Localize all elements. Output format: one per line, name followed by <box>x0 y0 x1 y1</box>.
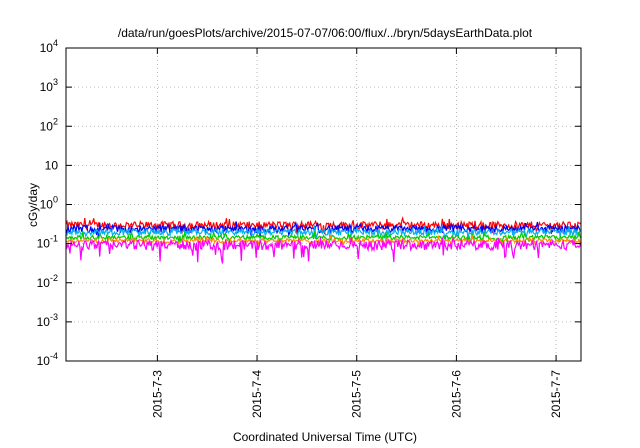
y-axis-label: cGy/day <box>26 183 40 227</box>
y-tick-label: 103 <box>40 77 58 94</box>
y-tick-label: 10-2 <box>37 273 58 290</box>
chart-title: /data/run/goesPlots/archive/2015-07-07/0… <box>118 26 533 40</box>
y-tick-label: 10-3 <box>37 312 58 329</box>
series-group <box>65 216 582 264</box>
x-tick-label: 2015-7-7 <box>549 370 563 418</box>
y-tick-label: 10-1 <box>37 234 58 251</box>
series-line <box>65 236 582 264</box>
x-tick-label: 2015-7-6 <box>449 370 463 418</box>
y-tick-label: 102 <box>40 116 58 133</box>
x-tick-label: 2015-7-5 <box>350 370 364 418</box>
y-tick-label: 10-4 <box>37 351 58 368</box>
y-tick-label: 104 <box>40 38 58 55</box>
x-tick-label: 2015-7-4 <box>250 370 264 418</box>
plot-frame <box>65 47 582 362</box>
x-axis-label: Coordinated Universal Time (UTC) <box>233 430 417 444</box>
grid-lines <box>66 48 581 361</box>
series-line <box>65 225 582 240</box>
x-axis: 2015-7-3 2015-7-4 2015-7-5 2015-7-6 2015-7-7 <box>150 48 563 418</box>
y-tick-label: 10 <box>45 158 59 172</box>
y-tick-label: 100 <box>40 195 58 212</box>
x-tick-label: 2015-7-3 <box>150 370 164 418</box>
